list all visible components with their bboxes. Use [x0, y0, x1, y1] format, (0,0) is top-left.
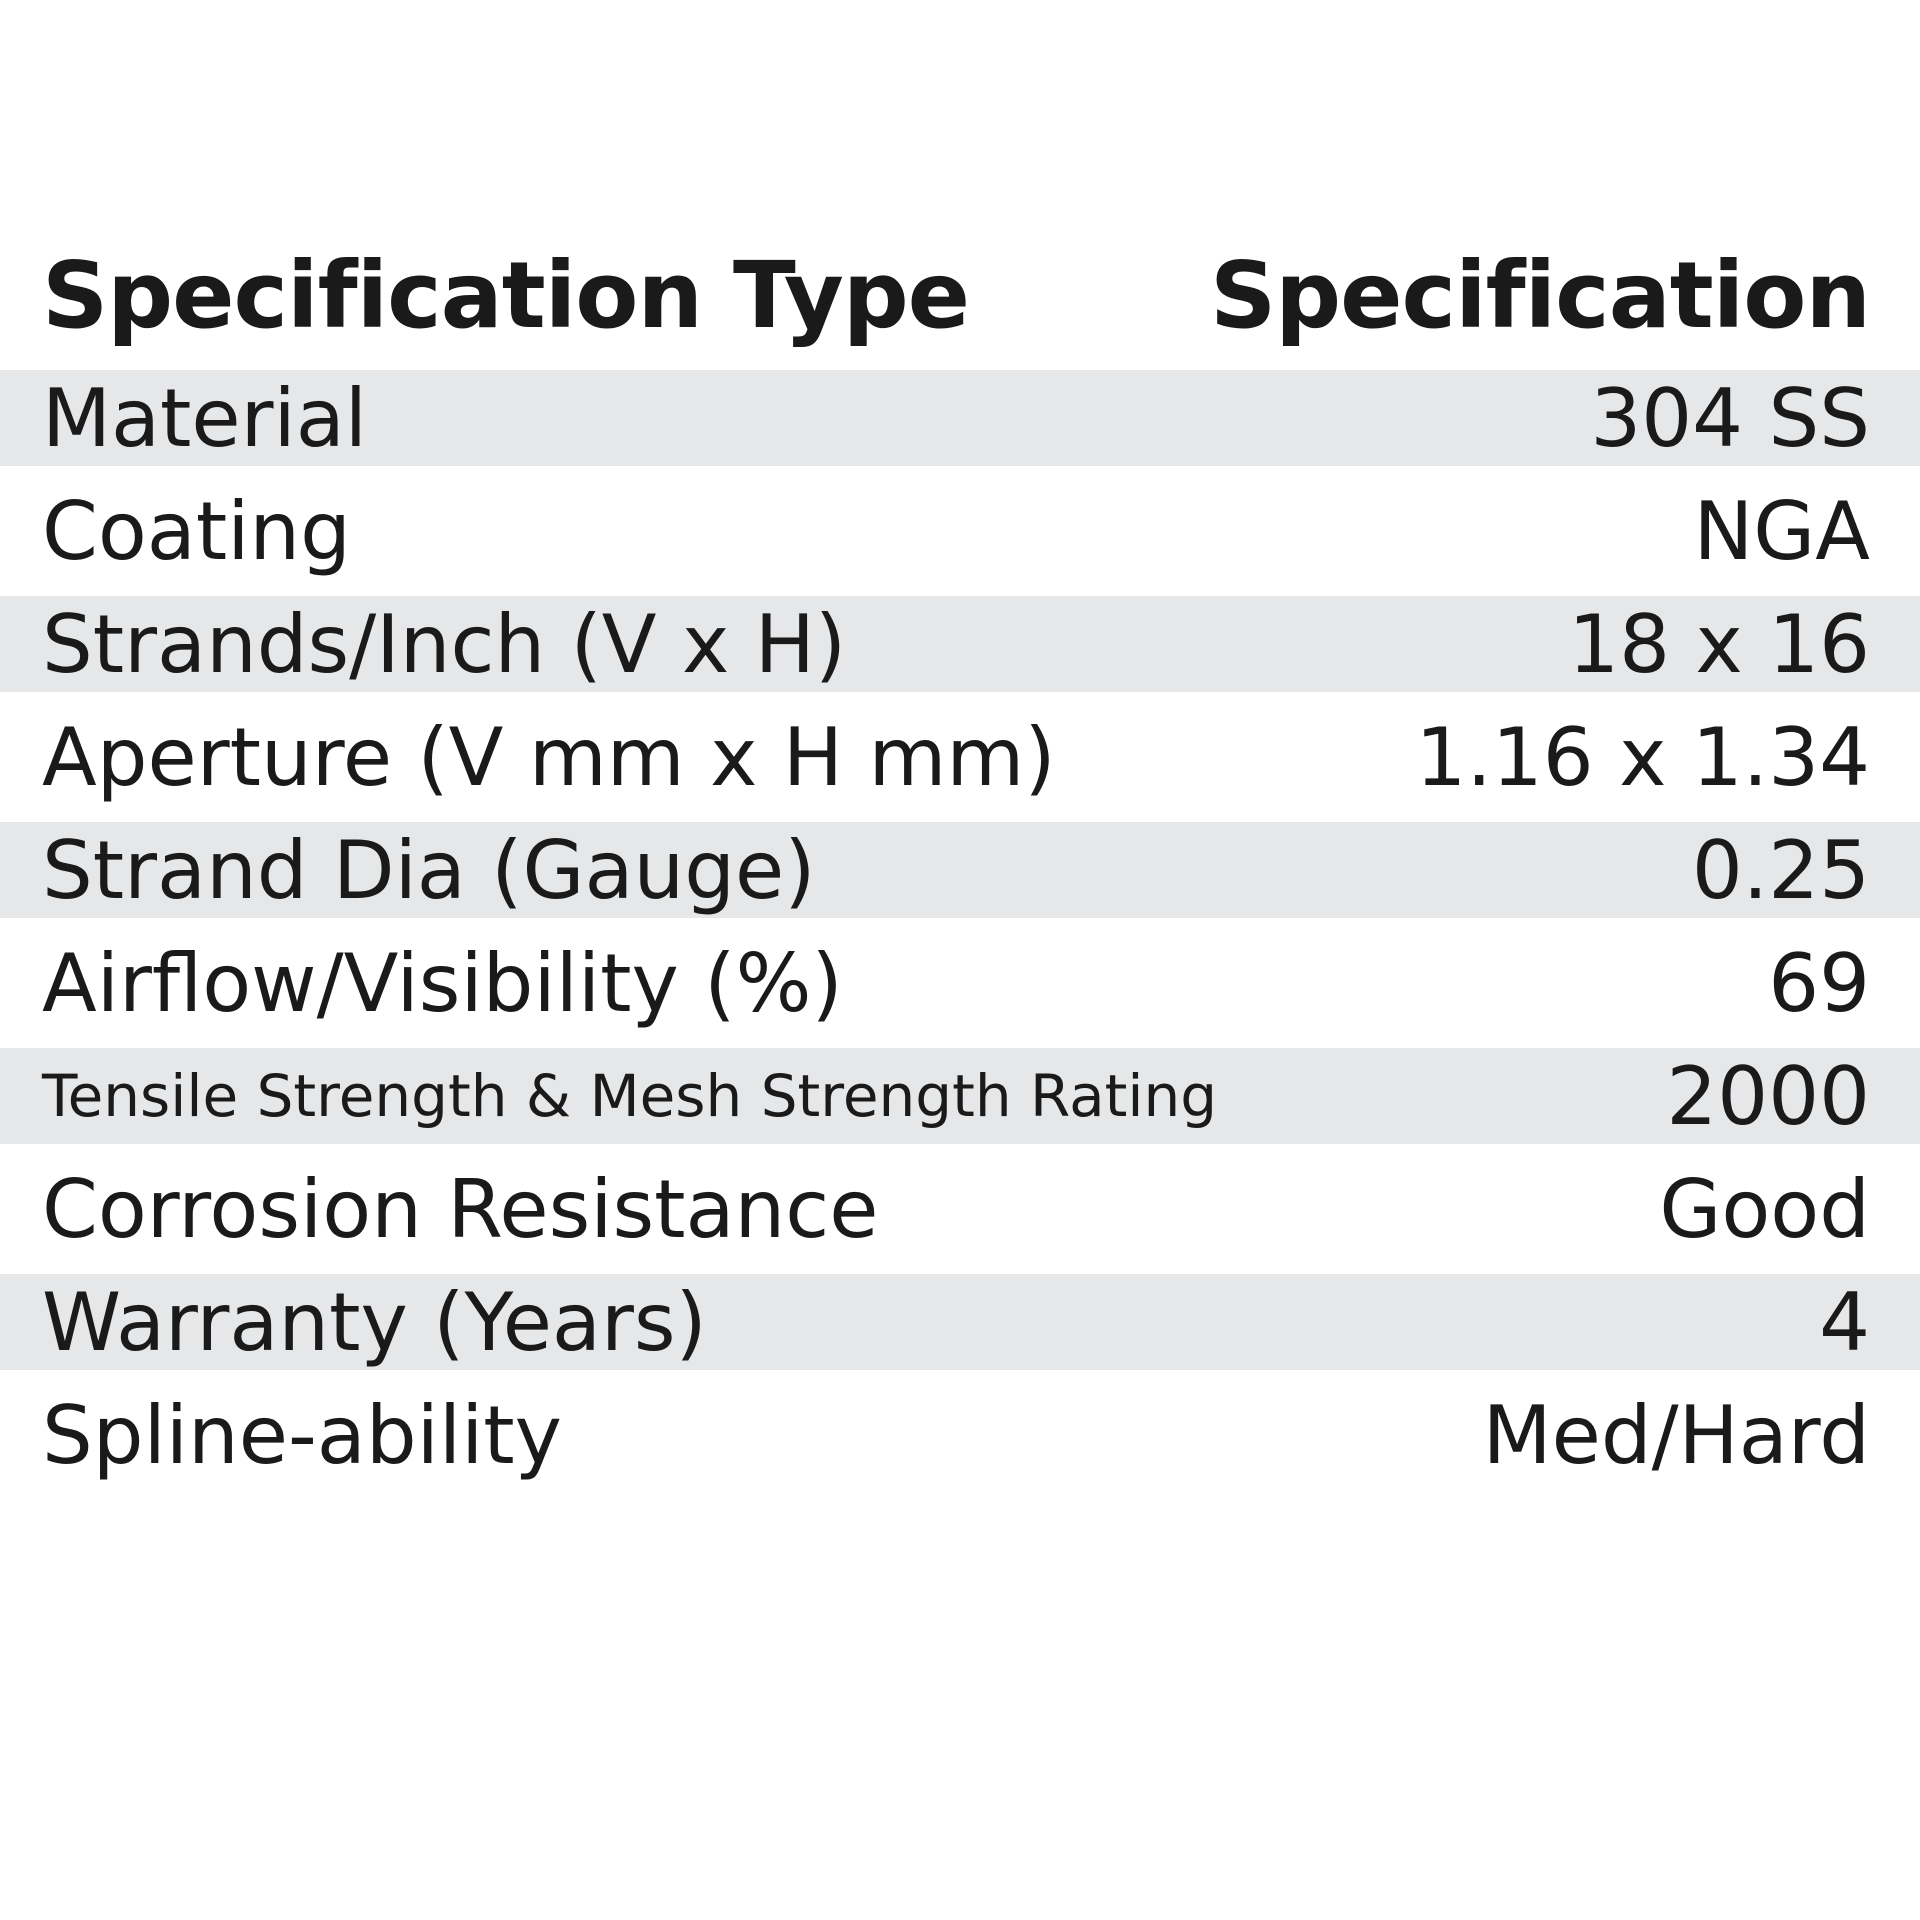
table-row-warranty: Warranty (Years) 4 — [0, 1274, 1920, 1370]
row-value: 69 — [1768, 936, 1870, 1030]
row-value: 18 x 16 — [1568, 597, 1870, 691]
header-spec-type: Specification Type — [42, 241, 970, 349]
row-label: Warranty (Years) — [42, 1275, 707, 1369]
table-row-material: Material 304 SS — [0, 370, 1920, 466]
row-value: Med/Hard — [1482, 1388, 1870, 1482]
row-value: 2000 — [1666, 1049, 1870, 1143]
row-value: Good — [1659, 1162, 1870, 1256]
table-row-strands: Strands/Inch (V x H) 18 x 16 — [0, 596, 1920, 692]
table-header: Specification Type Specification — [0, 220, 1920, 370]
row-label: Tensile Strength & Mesh Strength Rating — [42, 1062, 1218, 1130]
row-value: 0.25 — [1691, 823, 1870, 917]
row-label: Airflow/Visibility (%) — [42, 936, 843, 1030]
table-row-airflow: Airflow/Visibility (%) 69 — [0, 918, 1920, 1048]
row-value: 1.16 x 1.34 — [1415, 710, 1870, 804]
row-label: Material — [42, 371, 367, 465]
row-label: Aperture (V mm x H mm) — [42, 710, 1056, 804]
table-row-splineability: Spline-ability Med/Hard — [0, 1370, 1920, 1500]
row-value: 304 SS — [1590, 371, 1870, 465]
spec-table: Specification Type Specification Materia… — [0, 220, 1920, 1500]
row-label: Strand Dia (Gauge) — [42, 823, 816, 917]
row-label: Spline-ability — [42, 1388, 562, 1482]
row-label: Strands/Inch (V x H) — [42, 597, 847, 691]
table-row-strand-dia: Strand Dia (Gauge) 0.25 — [0, 822, 1920, 918]
header-specification: Specification — [1210, 241, 1871, 349]
row-label: Coating — [42, 484, 351, 578]
row-label: Corrosion Resistance — [42, 1162, 879, 1256]
table-row-aperture: Aperture (V mm x H mm) 1.16 x 1.34 — [0, 692, 1920, 822]
table-row-tensile: Tensile Strength & Mesh Strength Rating … — [0, 1048, 1920, 1144]
table-row-coating: Coating NGA — [0, 466, 1920, 596]
table-row-corrosion: Corrosion Resistance Good — [0, 1144, 1920, 1274]
row-value: 4 — [1819, 1275, 1870, 1369]
row-value: NGA — [1693, 484, 1870, 578]
